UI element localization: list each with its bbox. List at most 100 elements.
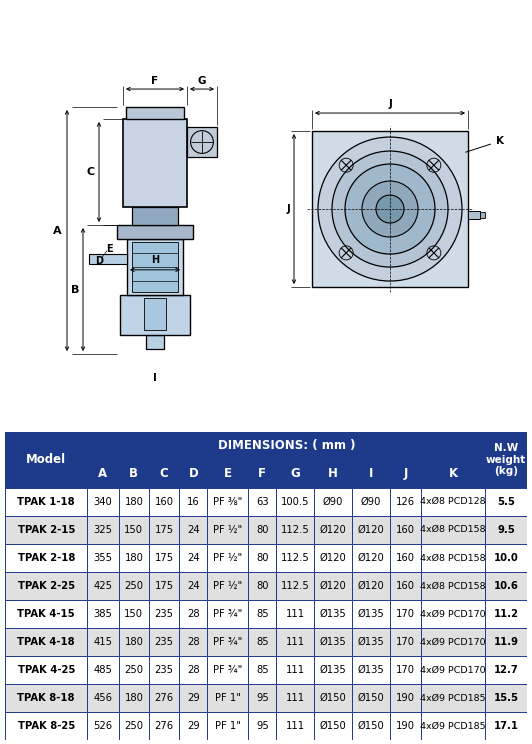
- Bar: [276, 684, 314, 712]
- Text: 95: 95: [256, 693, 269, 703]
- Text: 12.7: 12.7: [494, 665, 519, 675]
- Text: B: B: [129, 467, 138, 480]
- Bar: [132, 242, 178, 292]
- Text: 111: 111: [286, 665, 305, 675]
- Text: 150: 150: [124, 525, 143, 535]
- Bar: [421, 516, 486, 544]
- Bar: [207, 572, 248, 600]
- Text: 80: 80: [256, 553, 269, 562]
- Bar: [390, 712, 421, 740]
- Text: 160: 160: [396, 553, 415, 562]
- Text: 63: 63: [256, 497, 269, 507]
- Bar: [179, 487, 207, 516]
- Bar: [119, 572, 149, 600]
- Bar: [149, 684, 179, 712]
- Text: 485: 485: [94, 665, 112, 675]
- Bar: [179, 516, 207, 544]
- Bar: [149, 460, 179, 487]
- Bar: [149, 544, 179, 572]
- Text: Ø150: Ø150: [358, 721, 385, 731]
- Text: 170: 170: [396, 665, 415, 675]
- Bar: [179, 460, 207, 487]
- Text: 11.2: 11.2: [494, 609, 519, 619]
- Text: 4xØ8 PCD158: 4xØ8 PCD158: [420, 581, 486, 591]
- Text: 4xØ8 PCD158: 4xØ8 PCD158: [420, 554, 486, 562]
- Text: 28: 28: [187, 637, 200, 647]
- Bar: [248, 487, 276, 516]
- Bar: [248, 460, 276, 487]
- Text: K: K: [448, 467, 458, 480]
- Text: D: D: [188, 467, 198, 480]
- Bar: [314, 712, 352, 740]
- Text: PF ½": PF ½": [213, 553, 243, 562]
- Text: 112.5: 112.5: [281, 581, 310, 591]
- Text: TPAK 2-25: TPAK 2-25: [18, 581, 75, 591]
- Text: TPAK 1-18: TPAK 1-18: [18, 497, 75, 507]
- Bar: [314, 600, 352, 628]
- Bar: [119, 656, 149, 684]
- Bar: [486, 628, 527, 656]
- Bar: [149, 656, 179, 684]
- Text: 355: 355: [94, 553, 112, 562]
- Text: PF ¾": PF ¾": [213, 637, 243, 647]
- Bar: [390, 656, 421, 684]
- Text: 340: 340: [94, 497, 112, 507]
- Bar: [132, 207, 178, 225]
- Text: Ø120: Ø120: [358, 581, 385, 591]
- Text: 111: 111: [286, 609, 305, 619]
- Text: PF ¾": PF ¾": [213, 665, 243, 675]
- Text: 11.9: 11.9: [494, 637, 519, 647]
- Bar: [5, 684, 87, 712]
- Text: TPAK 8-25: TPAK 8-25: [18, 721, 75, 731]
- Bar: [5, 628, 87, 656]
- Text: H: H: [151, 255, 159, 265]
- Bar: [486, 712, 527, 740]
- Bar: [314, 656, 352, 684]
- Text: Ø135: Ø135: [320, 637, 346, 647]
- Bar: [119, 600, 149, 628]
- Text: N.W
weight
(kg): N.W weight (kg): [486, 443, 526, 476]
- Bar: [352, 684, 390, 712]
- Bar: [390, 684, 421, 712]
- Text: 170: 170: [396, 637, 415, 647]
- Bar: [421, 600, 486, 628]
- Bar: [5, 600, 87, 628]
- Bar: [248, 712, 276, 740]
- Bar: [87, 516, 119, 544]
- Text: Ø135: Ø135: [358, 637, 385, 647]
- Bar: [119, 684, 149, 712]
- Bar: [179, 544, 207, 572]
- Bar: [276, 460, 314, 487]
- Text: F: F: [152, 76, 159, 86]
- Text: 325: 325: [94, 525, 112, 535]
- Text: 28: 28: [187, 665, 200, 675]
- Bar: [314, 572, 352, 600]
- Text: TPAK 2-18: TPAK 2-18: [18, 553, 75, 562]
- Bar: [352, 487, 390, 516]
- Bar: [421, 572, 486, 600]
- Bar: [390, 600, 421, 628]
- Text: Ø135: Ø135: [358, 609, 385, 619]
- Bar: [149, 712, 179, 740]
- Text: 160: 160: [396, 581, 415, 591]
- Bar: [486, 656, 527, 684]
- Text: PF ½": PF ½": [213, 525, 243, 535]
- Bar: [5, 656, 87, 684]
- Bar: [207, 628, 248, 656]
- Bar: [126, 107, 184, 119]
- Bar: [149, 572, 179, 600]
- Bar: [119, 544, 149, 572]
- Text: 180: 180: [124, 553, 143, 562]
- Bar: [276, 572, 314, 600]
- Bar: [207, 600, 248, 628]
- Text: 150: 150: [124, 609, 143, 619]
- Bar: [248, 600, 276, 628]
- Text: 425: 425: [94, 581, 112, 591]
- Text: 180: 180: [124, 497, 143, 507]
- Bar: [314, 516, 352, 544]
- Circle shape: [318, 137, 462, 281]
- Bar: [179, 656, 207, 684]
- Bar: [5, 544, 87, 572]
- Text: 526: 526: [93, 721, 112, 731]
- Bar: [276, 600, 314, 628]
